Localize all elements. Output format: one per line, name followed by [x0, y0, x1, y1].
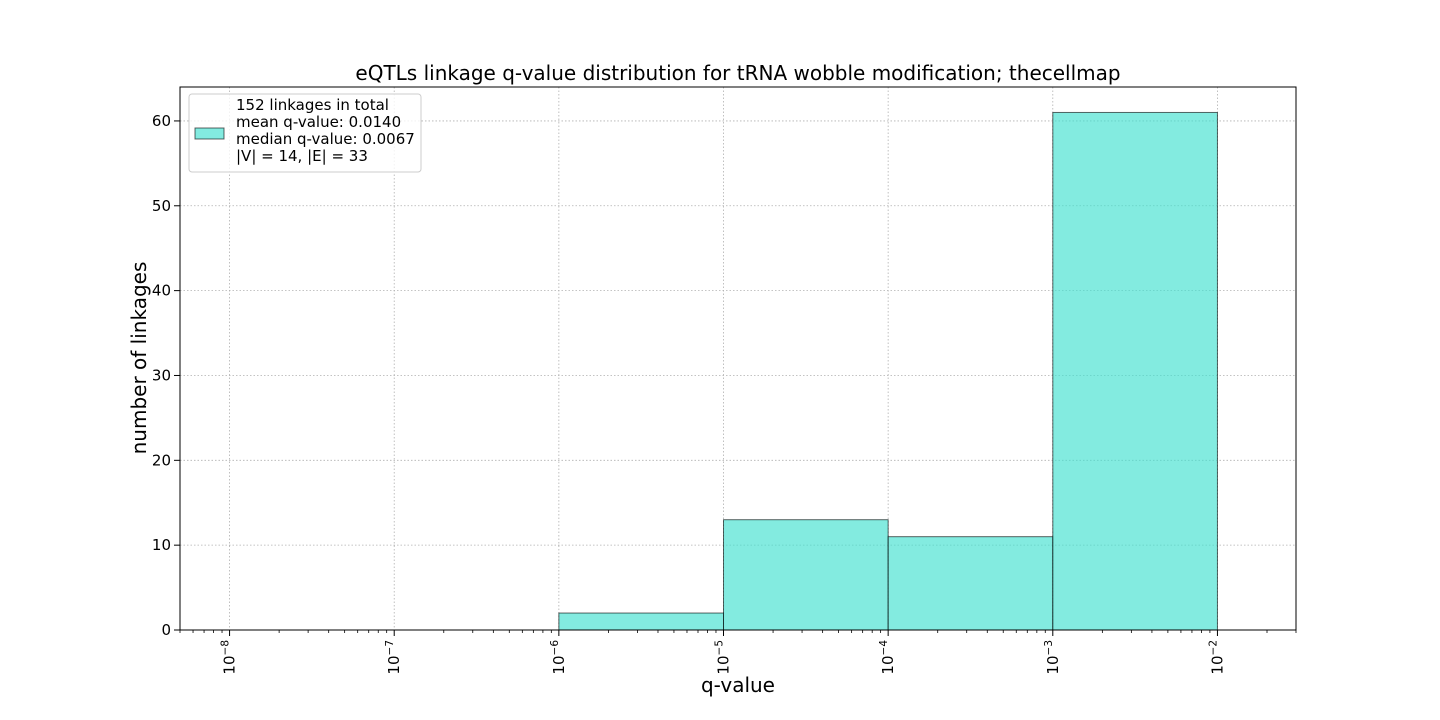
x-tick-label: 10−5 [714, 640, 733, 675]
x-tick-label: 10−4 [878, 640, 897, 675]
y-tick-label: 30 [152, 366, 171, 384]
histogram-bar [1052, 111, 1218, 631]
y-tick-label: 50 [152, 197, 171, 215]
plot-frame [179, 86, 1297, 631]
legend-line-1: 152 linkages in total [236, 96, 389, 114]
x-tick-label-group: 10−2 [1207, 640, 1226, 675]
y-tick-label: 60 [152, 112, 171, 130]
x-tick-label-group: 10−5 [714, 640, 733, 675]
x-tick-label: 10−7 [384, 640, 403, 675]
x-tick-label-group: 10−7 [384, 640, 403, 675]
axes [179, 86, 1297, 631]
x-tick-label-group: 10−6 [549, 640, 568, 675]
x-tick-label: 10−6 [549, 640, 568, 675]
histogram-bar [723, 519, 889, 631]
chart-title: eQTLs linkage q-value distribution for t… [355, 61, 1120, 85]
x-tick-label-group: 10−4 [878, 640, 897, 675]
y-tick-label: 0 [161, 621, 171, 639]
legend-swatch [194, 127, 225, 140]
x-axis-ticks: 10−8 10−7 10−6 10−5 10−4 10−3 10−2 [179, 630, 1297, 675]
x-axis-label: q-value [701, 673, 775, 697]
legend-box [188, 93, 422, 173]
histogram-bar [887, 536, 1054, 631]
legend-line-4: |V| = 14, |E| = 33 [236, 147, 368, 165]
legend: 152 linkages in total mean q-value: 0.01… [188, 93, 422, 173]
y-axis-ticks: 0 10 20 30 40 50 60 [152, 112, 180, 639]
x-tick-label-group: 10−8 [220, 640, 239, 675]
legend-line-2: mean q-value: 0.0140 [236, 113, 401, 131]
y-tick-label: 20 [152, 451, 171, 469]
x-tick-label-group: 10−3 [1043, 640, 1062, 675]
x-tick-label: 10−8 [220, 640, 239, 675]
histogram-bar [558, 612, 725, 631]
legend-line-3: median q-value: 0.0067 [236, 130, 415, 148]
x-tick-label: 10−2 [1207, 640, 1226, 675]
x-tick-label: 10−3 [1043, 640, 1062, 675]
y-tick-label: 10 [152, 536, 171, 554]
y-tick-label: 40 [152, 282, 171, 300]
y-axis-label: number of linkages [127, 262, 151, 455]
